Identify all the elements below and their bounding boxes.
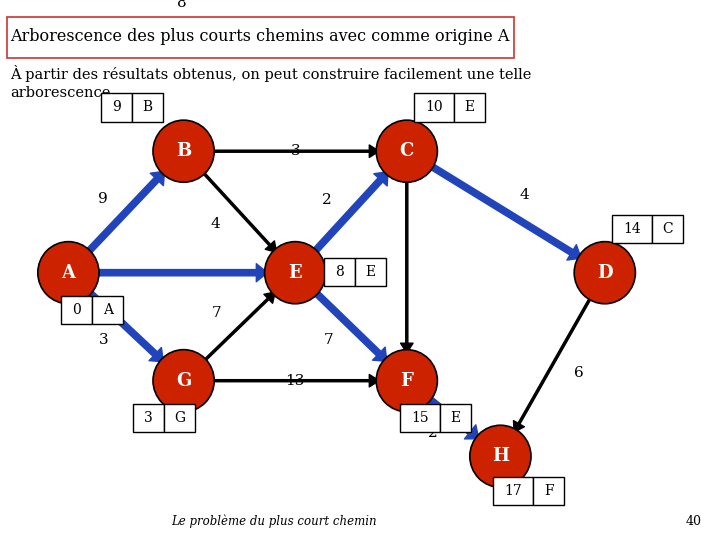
Text: 14: 14 [624, 222, 641, 236]
FancyArrowPatch shape [313, 290, 387, 361]
Bar [612, 215, 652, 243]
FancyArrowPatch shape [426, 396, 479, 439]
Bar [400, 404, 440, 432]
Ellipse shape [153, 350, 215, 412]
Text: 40: 40 [686, 515, 702, 528]
Text: B: B [142, 100, 153, 114]
Text: D: D [597, 264, 613, 282]
FancyArrowPatch shape [203, 292, 275, 362]
Text: 6: 6 [575, 366, 584, 380]
Text: B: B [176, 142, 192, 160]
FancyArrowPatch shape [96, 264, 267, 282]
Text: A: A [61, 264, 76, 282]
Text: 4: 4 [211, 217, 220, 231]
Ellipse shape [469, 426, 531, 487]
FancyArrowPatch shape [312, 172, 388, 254]
Text: 2: 2 [428, 426, 437, 440]
FancyArrowPatch shape [85, 171, 164, 255]
Bar [652, 215, 683, 243]
Text: 10: 10 [426, 100, 443, 114]
Bar [414, 93, 454, 122]
Bar [493, 477, 534, 505]
Text: 7: 7 [212, 307, 222, 320]
Text: 17: 17 [505, 484, 522, 498]
Text: 8: 8 [177, 0, 186, 10]
Ellipse shape [376, 120, 438, 183]
Bar [355, 258, 386, 286]
Text: F: F [400, 372, 413, 390]
Text: C: C [662, 222, 673, 236]
Text: arborescence.: arborescence. [10, 86, 115, 100]
Text: 0: 0 [72, 303, 81, 317]
Bar [61, 296, 92, 324]
FancyArrowPatch shape [429, 163, 581, 260]
Ellipse shape [575, 241, 635, 303]
Text: 8: 8 [335, 265, 344, 279]
Ellipse shape [376, 350, 438, 412]
Text: A: A [103, 303, 112, 317]
Ellipse shape [38, 241, 99, 303]
Text: E: E [464, 100, 474, 114]
Bar [440, 404, 471, 432]
Bar [132, 93, 163, 122]
Text: C: C [400, 142, 414, 160]
FancyArrowPatch shape [513, 296, 592, 432]
Text: G: G [176, 372, 192, 390]
Text: E: E [450, 411, 460, 425]
Bar [534, 477, 564, 505]
FancyArrowPatch shape [86, 289, 163, 362]
Text: E: E [365, 265, 376, 279]
Text: Le problème du plus court chemin: Le problème du plus court chemin [171, 515, 377, 528]
Text: 13: 13 [286, 374, 305, 388]
Text: 3: 3 [144, 411, 153, 425]
FancyArrowPatch shape [212, 374, 379, 387]
Bar [164, 404, 195, 432]
Text: 2: 2 [323, 193, 332, 207]
Text: À partir des résultats obtenus, on peut construire facilement une telle: À partir des résultats obtenus, on peut … [10, 65, 531, 82]
Bar [101, 93, 132, 122]
Bar [454, 93, 485, 122]
Bar [133, 404, 164, 432]
Text: G: G [174, 411, 185, 425]
FancyArrowPatch shape [212, 145, 379, 158]
Text: H: H [492, 447, 509, 465]
Text: 3: 3 [99, 333, 108, 347]
Text: 7: 7 [323, 333, 333, 347]
Ellipse shape [153, 120, 215, 183]
Text: 6: 6 [373, 259, 383, 273]
FancyArrowPatch shape [400, 179, 413, 353]
Text: 3: 3 [290, 144, 300, 158]
Text: 9: 9 [98, 192, 107, 206]
Text: E: E [289, 264, 302, 282]
Text: 15: 15 [411, 411, 428, 425]
FancyArrowPatch shape [202, 171, 276, 252]
Ellipse shape [265, 241, 325, 303]
Bar [92, 296, 123, 324]
FancyBboxPatch shape [7, 17, 514, 58]
Text: Arborescence des plus courts chemins avec comme origine A: Arborescence des plus courts chemins ave… [10, 28, 510, 45]
Text: F: F [544, 484, 554, 498]
Text: 9: 9 [112, 100, 121, 114]
Text: 4: 4 [519, 188, 529, 202]
Bar [324, 258, 355, 286]
